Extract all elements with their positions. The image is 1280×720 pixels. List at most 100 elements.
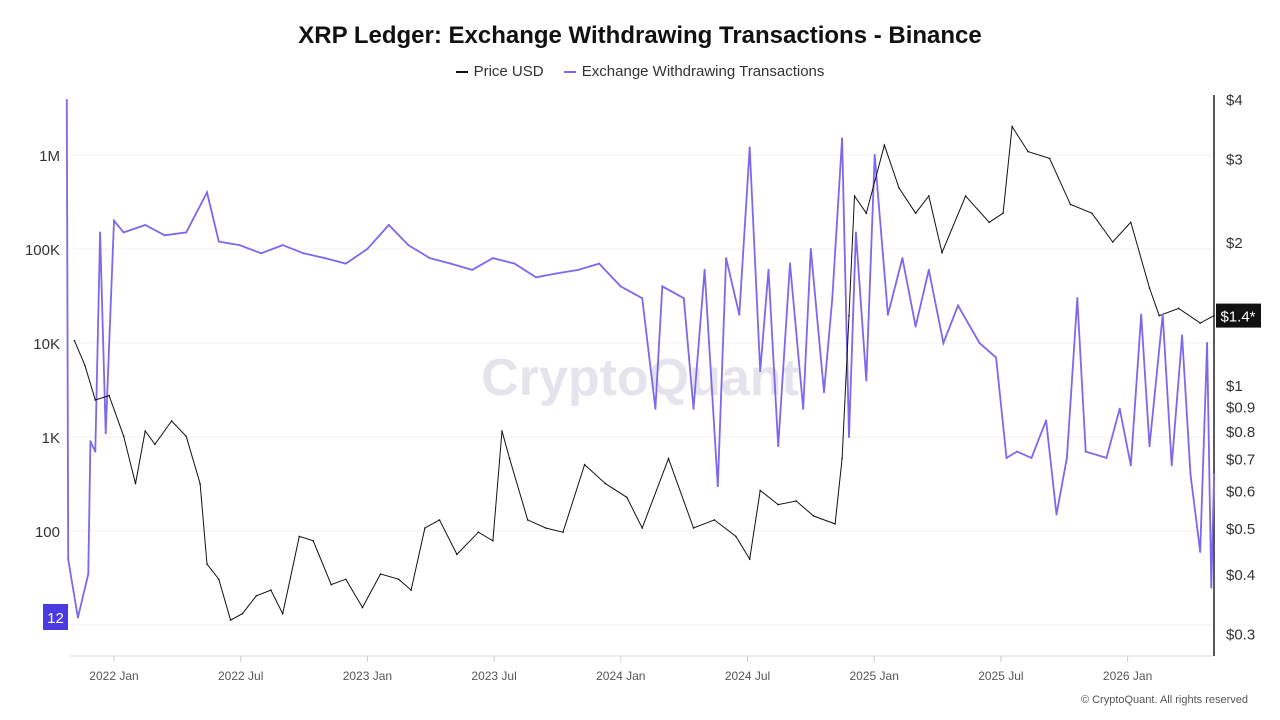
x-tick-label: 2023 Jan	[343, 669, 392, 683]
withdrawing-point	[831, 297, 834, 300]
price-point	[883, 144, 886, 146]
legend-item-withdrawing[interactable]: Exchange Withdrawing Transactions	[563, 63, 824, 80]
x-tick-label: 2024 Jan	[596, 669, 645, 683]
price-point	[841, 457, 843, 460]
withdrawing-point	[144, 224, 147, 227]
withdrawing-point	[995, 356, 998, 359]
withdrawing-point	[1005, 456, 1008, 459]
withdrawing-point	[809, 248, 812, 250]
withdrawing-point	[1213, 473, 1216, 476]
price-point	[1177, 307, 1180, 310]
price-point	[964, 195, 967, 197]
withdrawing-point	[87, 572, 90, 575]
withdrawing-point	[1170, 464, 1173, 467]
withdrawing-point	[281, 244, 284, 247]
withdrawing-point	[978, 342, 981, 344]
withdrawing-point	[1140, 313, 1143, 316]
price-point	[1002, 212, 1004, 214]
withdrawing-point	[471, 268, 474, 271]
price-point	[199, 482, 201, 485]
withdrawing-point	[1118, 407, 1121, 410]
withdrawing-point	[1076, 297, 1079, 300]
withdrawing-point	[428, 257, 431, 260]
price-point	[812, 515, 815, 517]
withdrawing-point	[738, 313, 741, 316]
withdrawing-point	[1189, 473, 1192, 476]
price-point	[456, 553, 458, 556]
withdrawing-point	[914, 325, 917, 328]
withdrawing-point	[534, 276, 537, 279]
price-point	[492, 539, 494, 542]
withdrawing-point	[767, 268, 770, 271]
price-point	[424, 527, 426, 529]
withdrawing-point	[113, 219, 115, 222]
price-point	[777, 503, 780, 506]
price-point	[898, 187, 900, 189]
price-point	[735, 535, 737, 538]
withdrawing-point	[1181, 334, 1184, 337]
x-tick-label: 2024 Jul	[725, 669, 770, 683]
withdrawing-point	[1015, 450, 1018, 453]
price-point	[361, 606, 364, 609]
withdrawing-point	[1199, 550, 1202, 553]
withdrawing-point	[555, 272, 558, 275]
price-point	[626, 496, 628, 499]
legend: Price USD Exchange Withdrawing Transacti…	[0, 63, 1280, 80]
right-tick-label: $1	[1226, 378, 1243, 395]
legend-item-price[interactable]: Price USD	[455, 63, 544, 80]
withdrawing-point	[94, 450, 97, 453]
withdrawing-point	[1210, 586, 1213, 589]
left-tick-label: 1K	[42, 430, 60, 447]
price-point	[848, 314, 850, 317]
right-tick-label: $0.5	[1226, 521, 1255, 538]
price-point	[1148, 287, 1151, 289]
price-point	[544, 527, 547, 529]
price-point	[270, 589, 272, 591]
current-price-badge	[1216, 303, 1261, 328]
right-tick-label: $3	[1226, 151, 1243, 168]
withdrawing-point	[1161, 313, 1164, 316]
price-point	[1069, 203, 1072, 206]
withdrawing-point	[407, 244, 410, 247]
withdrawing-point	[725, 257, 728, 260]
price-point	[206, 563, 208, 565]
withdrawing-point	[847, 436, 850, 438]
right-tick-label: $0.4	[1226, 567, 1255, 584]
price-point	[759, 489, 761, 492]
price-point	[73, 339, 76, 342]
price-point	[1111, 241, 1114, 243]
withdrawing-point	[1084, 450, 1087, 453]
withdrawing-point	[598, 262, 601, 265]
price-point	[154, 443, 156, 446]
right-tick-label: $0.3	[1226, 626, 1255, 643]
right-tick-label: $0.6	[1226, 483, 1255, 500]
price-point	[1011, 125, 1013, 128]
price-point	[914, 212, 917, 214]
chart-title: XRP Ledger: Exchange Withdrawing Transac…	[298, 22, 982, 49]
price-point	[330, 583, 333, 586]
withdrawing-point	[387, 224, 390, 227]
withdrawing-point	[865, 379, 868, 382]
withdrawing-point	[366, 248, 369, 250]
x-tick-label: 2022 Jan	[89, 669, 138, 683]
withdrawing-point	[185, 231, 188, 234]
left-tick-label: 100	[35, 524, 60, 541]
withdrawing-point	[1148, 445, 1151, 448]
price-point	[604, 482, 607, 485]
withdrawing-point	[873, 154, 876, 156]
withdrawing-point	[641, 297, 644, 300]
withdrawing-point	[577, 268, 580, 271]
price-point	[185, 435, 187, 438]
price-point	[298, 535, 301, 538]
legend-swatch-withdrawing	[563, 71, 576, 74]
price-point	[865, 212, 868, 214]
withdrawing-point	[344, 262, 347, 265]
price-point	[281, 612, 284, 615]
withdrawing-point	[491, 257, 494, 260]
price-point	[928, 195, 930, 197]
watermark: CryptoQuant	[481, 349, 799, 407]
price-point	[988, 221, 990, 224]
price-point	[397, 578, 400, 581]
withdrawing-point	[1045, 419, 1048, 422]
withdrawing-point	[163, 234, 166, 237]
